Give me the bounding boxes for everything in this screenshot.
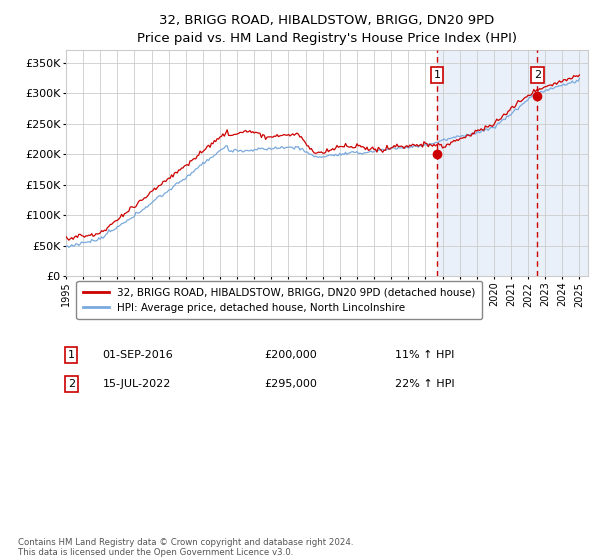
Text: 1: 1 [68,350,75,360]
Text: 15-JUL-2022: 15-JUL-2022 [103,379,171,389]
Text: Contains HM Land Registry data © Crown copyright and database right 2024.
This d: Contains HM Land Registry data © Crown c… [18,538,353,557]
Text: 11% ↑ HPI: 11% ↑ HPI [395,350,454,360]
Legend: 32, BRIGG ROAD, HIBALDSTOW, BRIGG, DN20 9PD (detached house), HPI: Average price: 32, BRIGG ROAD, HIBALDSTOW, BRIGG, DN20 … [76,282,482,319]
Text: 1: 1 [433,70,440,80]
Text: £200,000: £200,000 [265,350,317,360]
Text: 22% ↑ HPI: 22% ↑ HPI [395,379,454,389]
Text: £295,000: £295,000 [265,379,317,389]
Text: 01-SEP-2016: 01-SEP-2016 [103,350,173,360]
Text: 2: 2 [68,379,75,389]
Text: 2: 2 [534,70,541,80]
Bar [437,50,588,276]
Title: 32, BRIGG ROAD, HIBALDSTOW, BRIGG, DN20 9PD
Price paid vs. HM Land Registry's Ho: 32, BRIGG ROAD, HIBALDSTOW, BRIGG, DN20 … [137,14,517,45]
